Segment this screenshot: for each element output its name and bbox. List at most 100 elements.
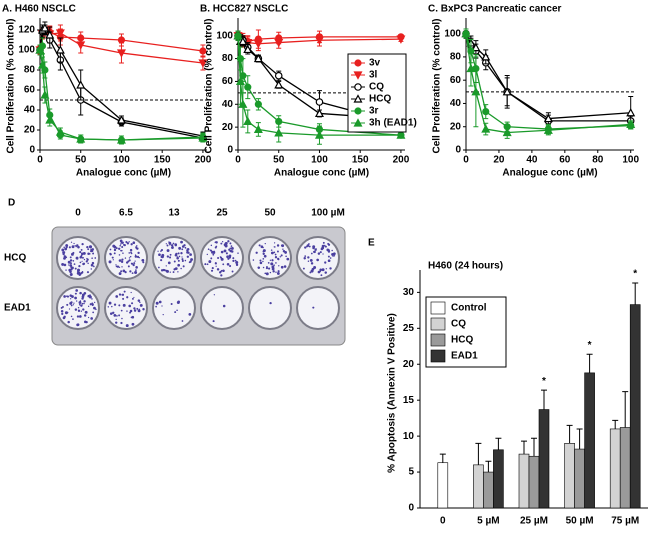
colony xyxy=(262,246,264,249)
marker xyxy=(117,36,126,44)
colony xyxy=(88,245,92,249)
marker xyxy=(626,119,636,129)
well xyxy=(152,286,196,330)
y-axis-label: Cell Proliferation (% control) xyxy=(432,18,443,153)
colony xyxy=(121,241,124,244)
colony xyxy=(185,247,187,249)
colony xyxy=(273,264,275,266)
legend-label: HCQ xyxy=(451,335,473,346)
colony xyxy=(227,257,230,260)
marker xyxy=(466,63,476,73)
x-tick-label: 50 xyxy=(273,155,285,166)
colony xyxy=(83,300,86,303)
colony xyxy=(61,248,65,252)
colony xyxy=(234,259,237,262)
x-tick-label: 0 xyxy=(440,516,446,527)
marker xyxy=(461,28,471,38)
marker xyxy=(274,71,283,80)
colony xyxy=(169,271,171,273)
colony xyxy=(126,242,130,245)
colony xyxy=(175,252,178,256)
colony xyxy=(68,264,70,266)
colony xyxy=(324,261,327,264)
colony xyxy=(275,271,277,273)
colony xyxy=(176,256,179,258)
marker xyxy=(543,113,553,123)
colony xyxy=(68,308,71,310)
marker xyxy=(37,60,47,69)
colony xyxy=(86,271,90,274)
colony xyxy=(181,248,184,251)
colony xyxy=(206,253,208,256)
colony xyxy=(230,245,233,248)
colony xyxy=(122,303,126,307)
colony xyxy=(271,267,275,271)
colony xyxy=(237,252,239,254)
colony xyxy=(128,252,131,254)
marker xyxy=(235,76,245,86)
colony xyxy=(174,311,177,314)
colony xyxy=(166,255,169,258)
colony xyxy=(181,259,184,263)
column-label: 0 xyxy=(75,208,81,219)
colony xyxy=(257,266,261,269)
colony xyxy=(188,312,192,316)
colony xyxy=(136,247,139,250)
colony xyxy=(74,292,77,295)
colony xyxy=(94,257,97,259)
colony xyxy=(155,301,159,305)
marker xyxy=(253,53,263,63)
colony xyxy=(65,269,67,271)
colony xyxy=(158,253,161,257)
colony xyxy=(322,253,324,255)
legend-label: Control xyxy=(451,303,487,314)
y-axis-label: % Apoptosis (Annexin V Positive) xyxy=(387,313,398,473)
colony xyxy=(177,271,179,273)
colony xyxy=(113,313,117,317)
colony xyxy=(171,245,174,248)
colony xyxy=(129,309,133,313)
colony xyxy=(90,263,94,267)
colony xyxy=(190,258,193,261)
well xyxy=(104,286,148,330)
colony xyxy=(312,245,316,249)
colony xyxy=(95,308,97,311)
colony xyxy=(87,262,89,265)
colony xyxy=(327,255,330,258)
colony xyxy=(177,259,180,262)
marker xyxy=(314,36,324,46)
colony xyxy=(160,269,164,272)
colony xyxy=(210,244,213,247)
column-label: 13 xyxy=(168,208,180,219)
colony xyxy=(70,304,73,307)
colony xyxy=(285,255,287,258)
colony xyxy=(135,245,138,247)
y-tick-label: 40 xyxy=(450,98,462,109)
colony xyxy=(131,272,134,274)
colony xyxy=(218,271,222,274)
colony xyxy=(321,268,325,272)
series-line xyxy=(465,33,631,120)
x-axis-label: Analogue conc (µM) xyxy=(502,168,597,179)
colony xyxy=(68,246,71,249)
y-tick-label: 80 xyxy=(450,52,462,63)
colony xyxy=(72,304,74,306)
colony xyxy=(93,265,95,268)
colony xyxy=(90,249,94,252)
colony xyxy=(272,270,275,273)
colony xyxy=(327,249,330,252)
colony xyxy=(267,267,271,270)
colony xyxy=(131,297,134,300)
x-tick-label: 50 xyxy=(75,155,87,166)
colony xyxy=(316,258,319,262)
colony xyxy=(327,259,331,263)
colony xyxy=(332,252,336,256)
colony xyxy=(115,321,118,324)
bar xyxy=(528,455,540,509)
colony xyxy=(77,268,81,272)
colony xyxy=(258,244,261,247)
colony xyxy=(79,251,82,254)
bar xyxy=(629,304,641,509)
colony xyxy=(211,267,214,270)
colony xyxy=(131,322,135,326)
